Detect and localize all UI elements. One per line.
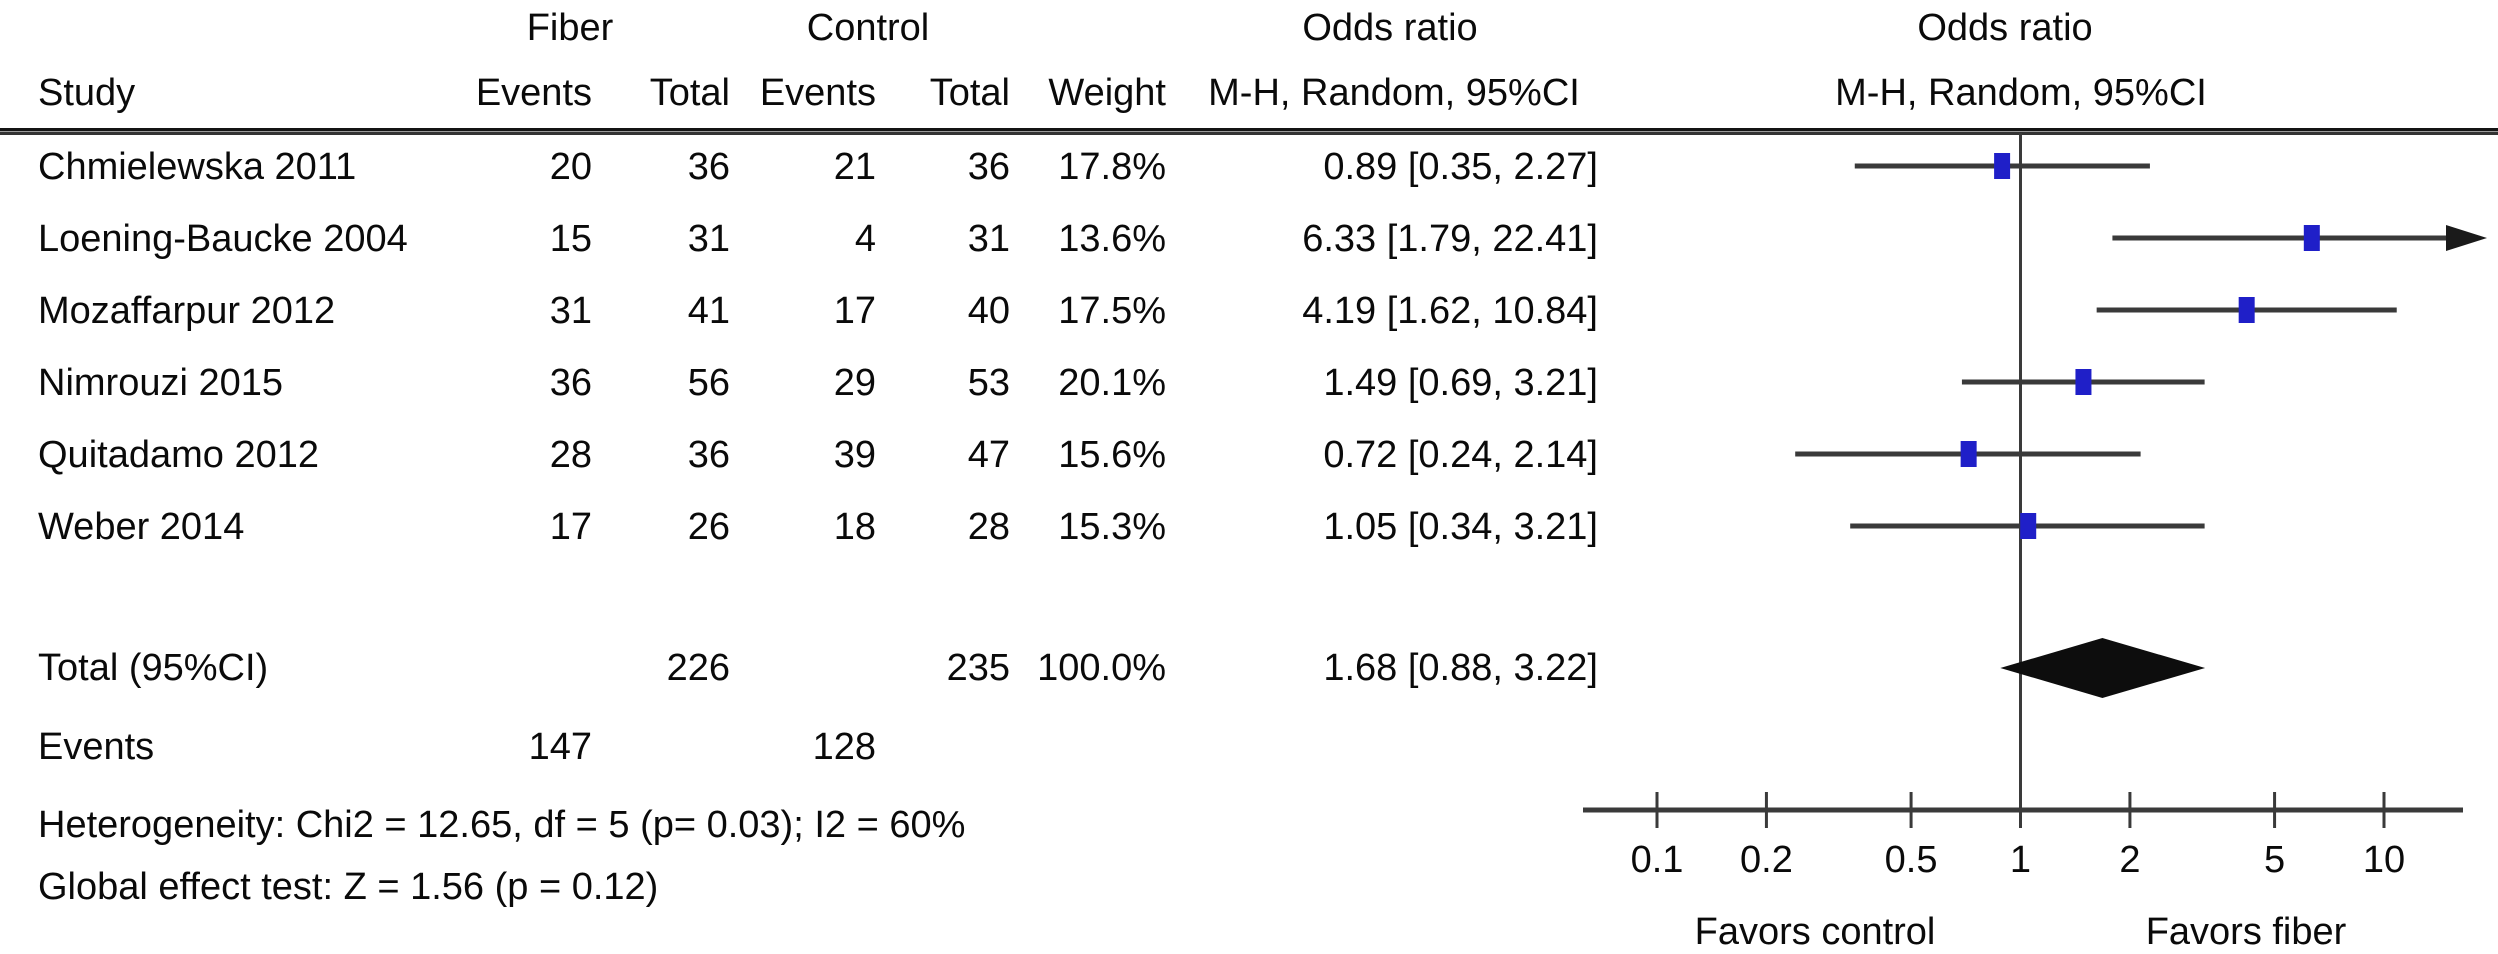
- x-tick-label: 0.5: [1885, 839, 1938, 881]
- control-total: 31: [967, 218, 1010, 260]
- fiber-events: 15: [549, 218, 592, 260]
- group-header-control: Control: [806, 7, 930, 49]
- col-header-mh-plot: M-H, Random, 95%CI: [1835, 72, 2207, 114]
- control-total: 47: [967, 434, 1010, 476]
- odds-ratio-ci-text: 1.49 [0.69, 3.21]: [1323, 362, 1598, 404]
- total-weight: 100.0%: [1037, 647, 1166, 689]
- total-or-ci: 1.68 [0.88, 3.22]: [1323, 647, 1598, 689]
- group-header-fiber: Fiber: [526, 7, 614, 49]
- global-effect-test-text: Global effect test: Z = 1.56 (p = 0.12): [38, 866, 659, 908]
- col-header-fiber-events: Events: [475, 72, 592, 114]
- events-row-label: Events: [38, 726, 155, 768]
- odds-ratio-ci-text: 4.19 [1.62, 10.84]: [1302, 290, 1598, 332]
- study-name: Quitadamo 2012: [38, 434, 319, 476]
- x-tick-label: 10: [2363, 839, 2405, 881]
- control-total: 28: [967, 506, 1010, 548]
- odds-ratio-ci-text: 0.89 [0.35, 2.27]: [1323, 146, 1598, 188]
- study-name: Mozaffarpur 2012: [38, 290, 336, 332]
- null-effect-line: [2019, 133, 2022, 810]
- x-tick: [1655, 792, 1659, 828]
- control-events: 18: [833, 506, 876, 548]
- total-row-label: Total (95%CI): [38, 647, 269, 689]
- events-fiber-events: 147: [528, 726, 592, 768]
- control-total: 40: [967, 290, 1010, 332]
- odds-ratio-ci-text: 1.05 [0.34, 3.21]: [1323, 506, 1598, 548]
- x-tick: [2128, 792, 2132, 828]
- fiber-events: 17: [549, 506, 592, 548]
- control-events: 17: [833, 290, 876, 332]
- x-tick: [2273, 792, 2277, 828]
- x-tick: [1764, 792, 1768, 828]
- fiber-events: 36: [549, 362, 592, 404]
- fiber-total: 56: [687, 362, 730, 404]
- weight-value: 17.5%: [1058, 290, 1166, 332]
- or-point-marker: [2303, 225, 2320, 251]
- control-total: 53: [967, 362, 1010, 404]
- study-name: Chmielewska 2011: [38, 146, 357, 188]
- events-control-events: 128: [812, 726, 876, 768]
- fiber-total: 41: [687, 290, 730, 332]
- col-header-weight: Weight: [1048, 72, 1166, 114]
- fiber-total: 36: [687, 146, 730, 188]
- odds-ratio-ci-text: 6.33 [1.79, 22.41]: [1302, 218, 1598, 260]
- favors-fiber-label: Favors fiber: [2146, 911, 2347, 953]
- fiber-total: 26: [687, 506, 730, 548]
- or-point-marker: [1960, 441, 1977, 467]
- or-point-marker: [1994, 153, 2011, 179]
- total-fiber-total: 226: [666, 647, 730, 689]
- weight-value: 17.8%: [1058, 146, 1166, 188]
- fiber-events: 31: [549, 290, 592, 332]
- x-tick-label: 1: [2010, 839, 2031, 881]
- control-events: 29: [833, 362, 876, 404]
- or-point-marker: [2075, 369, 2092, 395]
- group-header-odds-ratio-plot: Odds ratio: [1917, 7, 2093, 49]
- fiber-total: 31: [687, 218, 730, 260]
- x-tick: [2382, 792, 2386, 828]
- col-header-control-events: Events: [759, 72, 876, 114]
- or-point-marker: [2020, 513, 2037, 539]
- study-name: Weber 2014: [38, 506, 245, 548]
- summary-diamond: [2000, 638, 2206, 698]
- weight-value: 15.6%: [1058, 434, 1166, 476]
- x-tick: [1909, 792, 1913, 828]
- weight-value: 13.6%: [1058, 218, 1166, 260]
- weight-value: 15.3%: [1058, 506, 1166, 548]
- col-header-fiber-total: Total: [649, 72, 730, 114]
- control-events: 4: [854, 218, 876, 260]
- or-point-marker: [2238, 297, 2255, 323]
- total-control-total: 235: [946, 647, 1010, 689]
- x-tick-label: 0.2: [1740, 839, 1793, 881]
- fiber-events: 20: [549, 146, 592, 188]
- x-tick-label: 0.1: [1631, 839, 1684, 881]
- header-separator: [0, 128, 2498, 135]
- control-events: 21: [833, 146, 876, 188]
- study-name: Loening-Baucke 2004: [38, 218, 408, 260]
- favors-control-label: Favors control: [1695, 911, 1936, 953]
- control-events: 39: [833, 434, 876, 476]
- control-total: 36: [967, 146, 1010, 188]
- ci-line: [2112, 235, 2448, 241]
- heterogeneity-text: Heterogeneity: Chi2 = 12.65, df = 5 (p= …: [38, 804, 966, 846]
- x-axis-line: [1583, 807, 2463, 813]
- group-header-odds-ratio-text: Odds ratio: [1302, 7, 1478, 49]
- fiber-total: 36: [687, 434, 730, 476]
- study-name: Nimrouzi 2015: [38, 362, 283, 404]
- arrow-right-icon: [2446, 225, 2487, 251]
- col-header-study: Study: [38, 72, 136, 114]
- x-tick-label: 5: [2264, 839, 2285, 881]
- fiber-events: 28: [549, 434, 592, 476]
- col-header-control-total: Total: [929, 72, 1010, 114]
- x-tick-label: 2: [2119, 839, 2140, 881]
- x-tick: [2019, 792, 2022, 828]
- col-header-mh-text: M-H, Random, 95%CI: [1208, 72, 1580, 114]
- weight-value: 20.1%: [1058, 362, 1166, 404]
- odds-ratio-ci-text: 0.72 [0.24, 2.14]: [1323, 434, 1598, 476]
